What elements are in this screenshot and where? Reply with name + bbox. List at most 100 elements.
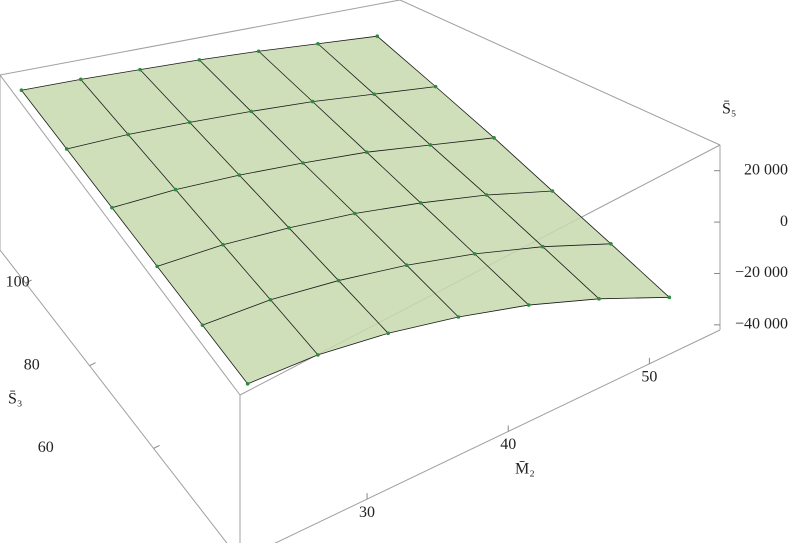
surface-point [64, 147, 69, 151]
y-tick [25, 279, 32, 284]
surface-point [301, 161, 305, 165]
surface-point [126, 132, 130, 137]
surface-cell [189, 111, 303, 176]
surface-point [472, 252, 477, 256]
y-axis-label: S̄₃ [8, 391, 22, 408]
y-tick [89, 362, 96, 367]
surface-point [550, 189, 555, 193]
surface-cell [288, 213, 407, 281]
surface-point [221, 242, 225, 247]
surface-cell [175, 175, 289, 245]
y-tick-label: 100 [6, 274, 30, 291]
surface-point [484, 193, 489, 197]
mesh-line [317, 43, 600, 300]
surface-point [353, 211, 357, 216]
surface-cell [251, 101, 367, 164]
surface-cell [474, 246, 600, 306]
surface-point [372, 92, 376, 96]
surface-point [197, 58, 202, 62]
box-edge [0, 0, 401, 76]
surface-cell [140, 59, 252, 123]
surface-point [364, 150, 369, 154]
surface-cell [406, 253, 529, 318]
surface-cell [21, 79, 129, 149]
mesh-line [199, 59, 459, 318]
surface-point [310, 99, 315, 104]
surface-cell [199, 51, 313, 112]
x-tick-label: 50 [641, 368, 657, 385]
surface-cell [128, 122, 240, 190]
z-axis-label: S̄₅ [722, 101, 736, 118]
surface-point [667, 295, 672, 300]
surface-point [456, 315, 461, 319]
surface-cell [317, 36, 436, 95]
surface-point [237, 173, 242, 177]
surface-point [336, 278, 341, 283]
surface-point [316, 41, 320, 46]
x-axis-label: M̄₂ [515, 461, 535, 478]
surface-point [386, 331, 391, 336]
surface-point [249, 109, 253, 114]
surface-cell [202, 299, 318, 384]
z-tick-label: −20 000 [735, 264, 788, 281]
surface-cell [354, 202, 475, 266]
z-tick-label: 20 000 [744, 161, 788, 178]
surface-point [526, 303, 531, 307]
surface-point [375, 34, 380, 38]
surface-point [19, 88, 24, 93]
surface-cell [542, 243, 670, 299]
surface-point [155, 264, 159, 269]
mesh-line [139, 69, 389, 334]
surface-cell [157, 244, 271, 326]
box-edge [274, 329, 721, 543]
surface-cell [302, 152, 421, 214]
surface-cell [366, 144, 487, 203]
surface-point [316, 353, 320, 357]
surface-point [78, 77, 83, 82]
surface-point [268, 297, 273, 302]
surface-point [256, 49, 261, 54]
x-tick-label: 30 [359, 504, 375, 521]
y-tick [153, 444, 160, 449]
box-edge [0, 74, 241, 396]
mesh-line [258, 50, 530, 306]
surface-point [541, 244, 545, 249]
surface-cell [258, 43, 375, 102]
surface-cell [66, 134, 176, 208]
z-tick-label: −40 000 [735, 316, 788, 333]
surface-cell [486, 191, 611, 247]
surface-point [200, 323, 205, 327]
mesh-line [21, 89, 248, 385]
surface-point [187, 120, 192, 125]
surface-cell [270, 280, 389, 355]
y-tick-label: 60 [38, 439, 54, 456]
surface-point [597, 297, 601, 301]
surface-point [418, 201, 423, 205]
surface-point [404, 263, 409, 268]
surface-point [138, 67, 142, 72]
surface-point [609, 241, 613, 246]
surface-point [173, 187, 178, 192]
surface-point [287, 226, 291, 230]
surface-point [245, 382, 250, 386]
surface-cell [420, 195, 543, 254]
surface-cell [111, 189, 224, 267]
x-tick-label: 40 [500, 436, 516, 453]
surface-cell [374, 86, 495, 145]
surface-cell [430, 137, 553, 196]
surface-cell [223, 227, 339, 300]
surface-point [433, 84, 438, 89]
z-tick-label: 0 [780, 213, 788, 230]
box-edge [0, 249, 228, 543]
y-tick-label: 80 [24, 356, 40, 373]
surface-point [428, 143, 433, 147]
mesh-line [376, 35, 670, 298]
mesh-line [80, 79, 319, 356]
surface-cell [312, 94, 431, 153]
surface-point [110, 205, 114, 210]
surface-cell [239, 163, 355, 228]
box-edge [399, 0, 721, 146]
surface-cell [338, 265, 459, 334]
